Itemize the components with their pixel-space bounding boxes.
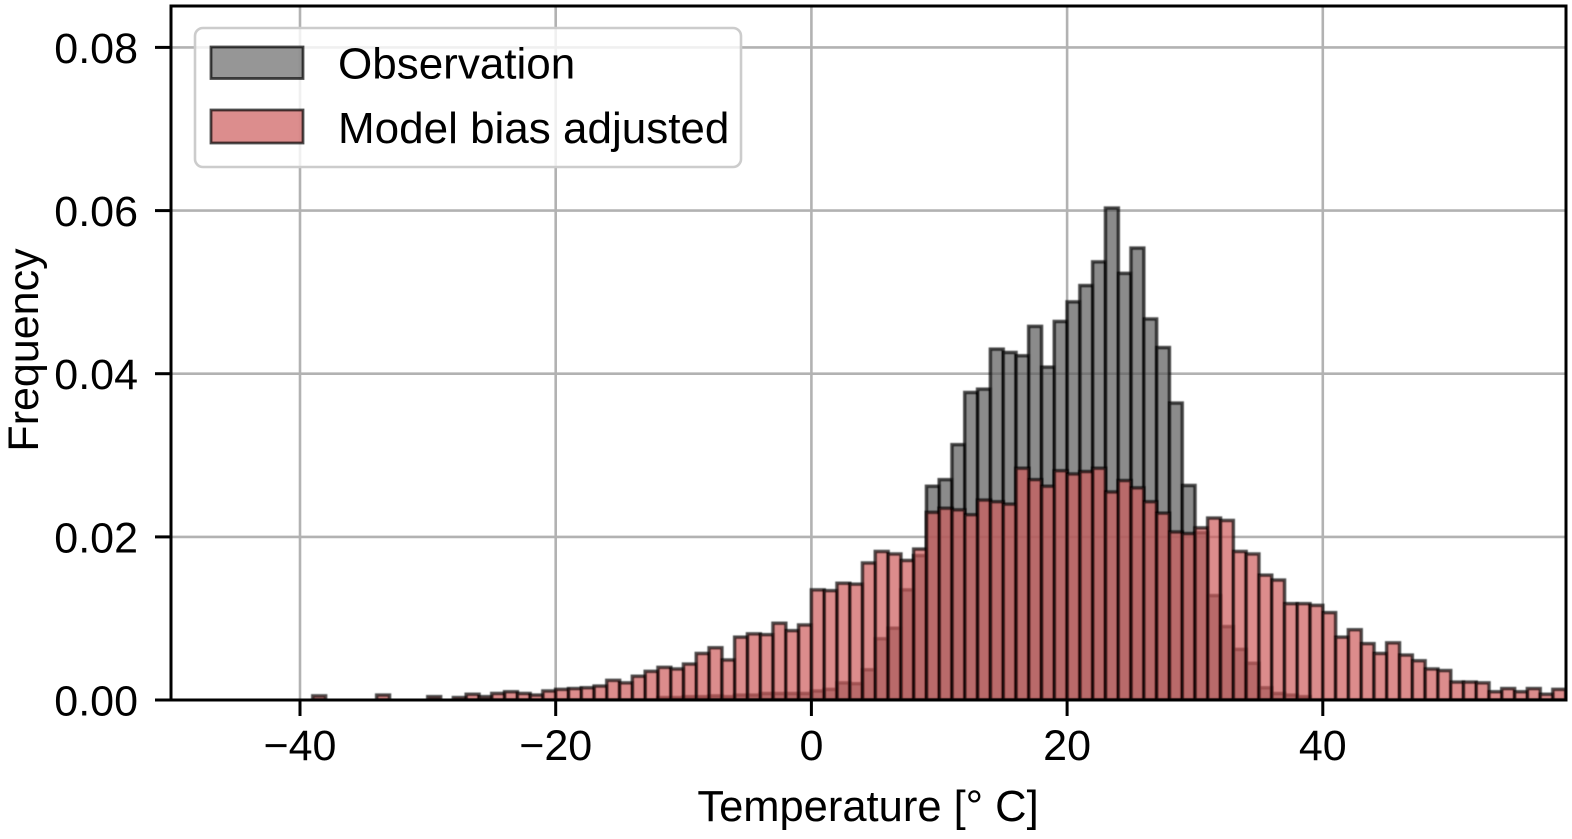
svg-text:20: 20 [1043, 722, 1091, 770]
svg-text:0.06: 0.06 [54, 188, 138, 236]
svg-text:Model bias adjusted: Model bias adjusted [338, 104, 729, 153]
svg-text:0: 0 [799, 722, 823, 770]
svg-text:0.02: 0.02 [54, 514, 138, 562]
svg-text:−20: −20 [519, 722, 592, 770]
svg-text:0.08: 0.08 [54, 25, 138, 73]
svg-text:0.04: 0.04 [54, 351, 138, 399]
svg-text:Temperature [° C]: Temperature [° C] [697, 783, 1038, 831]
svg-text:Frequency: Frequency [0, 248, 48, 452]
svg-text:Observation: Observation [338, 40, 575, 89]
svg-text:40: 40 [1299, 722, 1347, 770]
svg-text:−40: −40 [264, 722, 337, 770]
svg-text:0.00: 0.00 [54, 678, 138, 726]
